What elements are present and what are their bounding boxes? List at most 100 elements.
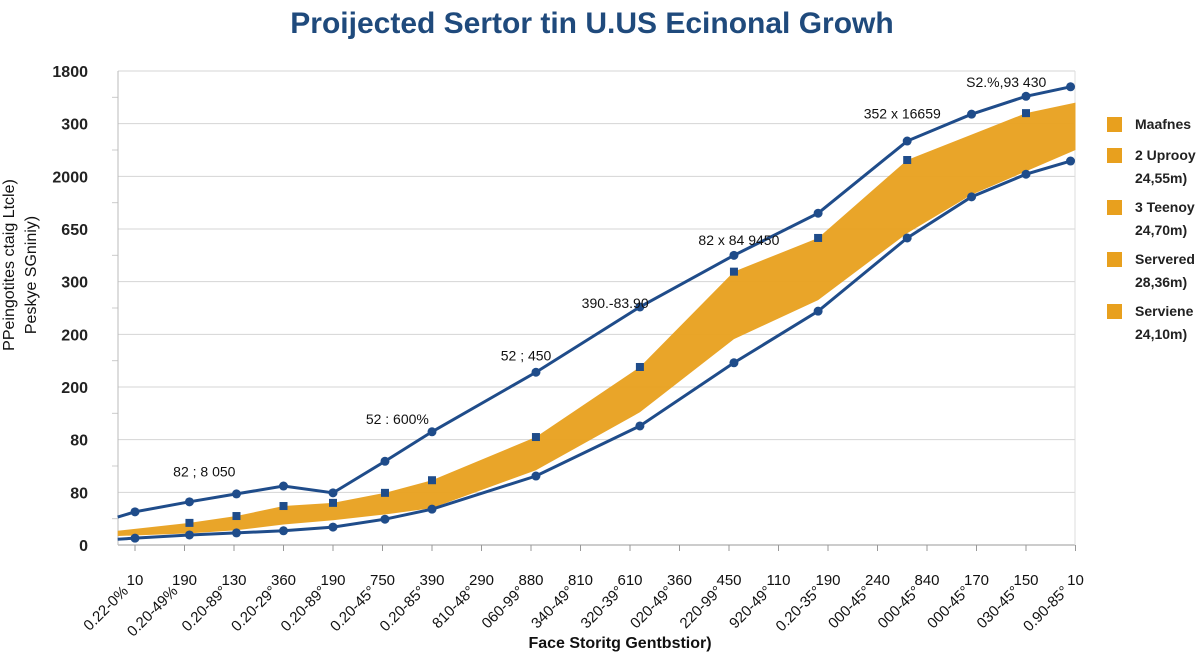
lower-line — [117, 159, 1071, 541]
lower-line-point — [380, 514, 390, 524]
x-tick-label-bottom: 0.20-89° — [179, 583, 231, 635]
legend-swatch — [1107, 117, 1122, 132]
lower-line-point — [130, 533, 140, 543]
y-tick-label: 80 — [70, 485, 88, 502]
x-tick-label-bottom: 0.20-89° — [278, 583, 330, 635]
x-tick-label-top: 190 — [815, 572, 840, 589]
lower-line-point — [635, 421, 645, 431]
upper-line-point — [813, 208, 823, 218]
x-tick-label-top: 360 — [271, 572, 296, 589]
x-tick-label-top: 190 — [172, 572, 197, 589]
x-tick-label-top: 10 — [1067, 572, 1084, 589]
x-tick-label-bottom: 000-45° — [825, 583, 874, 632]
legend-swatch — [1107, 200, 1122, 215]
legend-label: Serviene — [1135, 303, 1194, 319]
legend-sublabel: 24,10m) — [1135, 326, 1187, 342]
legend: Maafnes 2 Uprooy 24,55m) 3 Teenoy 24,70m) Ser… — [1107, 116, 1196, 342]
x-tick-label-top: 450 — [716, 572, 741, 589]
x-tick-label-top: 290 — [469, 572, 494, 589]
upper-line-point — [1021, 91, 1031, 101]
lower-line-point — [328, 522, 338, 532]
grid — [112, 70, 1076, 551]
x-tick-label-bottom: 0.20-45° — [327, 583, 379, 635]
annotation: S2.%,93 430 — [966, 74, 1046, 90]
y-axis: 0 80 80 200 200 300 650 2000 300 1800 — [52, 64, 88, 555]
band-marker — [903, 156, 912, 165]
upper-line-point — [380, 456, 390, 466]
band-marker — [380, 488, 389, 497]
band-marker — [531, 433, 540, 442]
lower-line-point — [279, 526, 288, 536]
x-tick-label-top: 360 — [667, 572, 692, 589]
band-marker — [232, 512, 241, 521]
upper-line-point — [184, 497, 194, 507]
band-marker — [1022, 109, 1030, 118]
x-tick-label-bottom: 320-39° — [578, 583, 627, 632]
annotations: 82 ; 8 050 52 : 600% 52 ; 450 390.-83.90 82 … — [173, 74, 1046, 480]
annotation: 82 x 84 9450 — [698, 232, 779, 248]
lower-line-point — [729, 358, 739, 368]
x-tick-label-bottom: 340-49° — [528, 583, 577, 632]
lower-line-point — [427, 504, 437, 514]
x-tick-label-bottom: 0.20-35° — [773, 583, 825, 635]
y-tick-label: 80 — [70, 433, 88, 450]
lower-line-point — [531, 471, 541, 481]
annotation: 52 : 600% — [366, 411, 429, 427]
lower-line-point — [1066, 156, 1076, 166]
x-tick-label-bottom: 000-45° — [875, 583, 924, 632]
band-marker — [814, 233, 823, 242]
annotation: 390.-83.90 — [582, 295, 649, 311]
x-tick-label-bottom: 0.20-29° — [228, 583, 280, 635]
lower-line-point — [967, 192, 977, 202]
legend-sublabel: 24,70m) — [1135, 222, 1187, 238]
y-tick-label: 0 — [79, 538, 88, 555]
legend-sublabel: 28,36m) — [1135, 274, 1187, 290]
x-tick-label-bottom: 0.20-85° — [377, 583, 429, 635]
upper-line-point — [1066, 82, 1076, 92]
band-marker — [185, 518, 194, 527]
y-axis-title-line-2: Peskye SGniniy) — [23, 216, 40, 334]
x-tick-label-top: 130 — [221, 572, 246, 589]
upper-line-point — [427, 427, 437, 437]
x-tick-label-bottom: 810-48° — [429, 583, 478, 632]
upper-line-point — [130, 507, 140, 517]
band-area — [117, 102, 1076, 537]
y-tick-label: 650 — [61, 222, 88, 239]
x-tick-label-bottom: 0.22-0% — [80, 583, 132, 635]
annotation: 52 ; 450 — [501, 348, 552, 364]
lower-line-point — [902, 233, 912, 243]
band-marker — [729, 267, 738, 276]
y-tick-label: 300 — [61, 117, 88, 134]
y-axis-title: PPeingotites ctaig Ltcle) Peskye SGniniy… — [1, 179, 40, 351]
annotation: 352 x 16659 — [864, 105, 941, 121]
x-tick-label-top: 750 — [370, 572, 395, 589]
legend-label: Servered — [1135, 251, 1195, 267]
y-axis-title-line-1: PPeingotites ctaig Ltcle) — [1, 179, 18, 351]
y-tick-label: 200 — [61, 327, 88, 344]
upper-line-point — [635, 302, 645, 312]
x-axis: 100.22-0%1900.20-49%1300.20-89°3600.20-2… — [80, 572, 1084, 640]
x-tick-label-top: 240 — [865, 572, 890, 589]
band-fill — [117, 102, 1076, 537]
upper-line-point — [902, 136, 912, 146]
x-tick-label-bottom: 220-99° — [677, 583, 726, 632]
series-lines — [117, 82, 1076, 543]
y-tick-label: 1800 — [52, 64, 88, 81]
x-tick-label-bottom: 060-99° — [479, 583, 528, 632]
lower-line-point — [813, 306, 823, 316]
lower-line-point — [1021, 169, 1031, 179]
x-tick-label-bottom: 000-45° — [924, 583, 973, 632]
upper-line — [117, 85, 1071, 519]
upper-line-point — [231, 489, 241, 499]
x-tick-label-top: 190 — [320, 572, 345, 589]
x-tick-label-bottom: 920-49° — [726, 583, 775, 632]
lower-line-point — [231, 528, 241, 538]
band-marker — [279, 502, 288, 511]
x-tick-label-top: 390 — [419, 572, 444, 589]
x-tick-label-top: 170 — [964, 572, 989, 589]
upper-line-point — [531, 367, 541, 377]
x-tick-label-top: 110 — [767, 572, 791, 589]
x-tick-label-top: 840 — [914, 572, 939, 589]
x-axis-title: Face Storitg Gentbstior) — [528, 635, 711, 652]
